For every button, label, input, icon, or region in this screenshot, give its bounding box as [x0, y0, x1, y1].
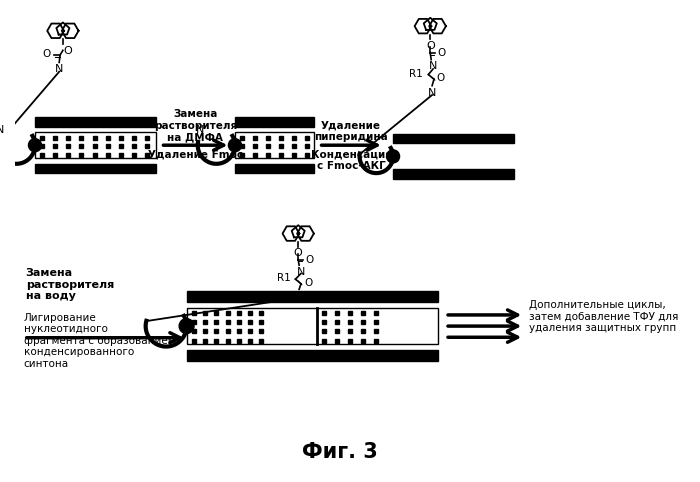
Text: O: O — [64, 46, 73, 56]
Text: O: O — [438, 48, 446, 58]
Circle shape — [29, 139, 41, 152]
Text: Удаление Fmoc: Удаление Fmoc — [148, 150, 243, 160]
Text: N: N — [428, 88, 436, 97]
Text: Замена
растворителя
на ДМФА: Замена растворителя на ДМФА — [154, 109, 237, 142]
Text: Фиг. 3: Фиг. 3 — [302, 442, 378, 462]
Text: O: O — [304, 278, 313, 288]
Bar — [35, 132, 156, 158]
Bar — [393, 169, 514, 179]
Text: R1: R1 — [409, 68, 423, 79]
Text: N: N — [295, 291, 303, 301]
Bar — [235, 117, 314, 127]
Text: N: N — [297, 267, 305, 277]
Bar — [35, 117, 156, 127]
Circle shape — [179, 319, 194, 334]
Circle shape — [228, 139, 242, 152]
Text: O: O — [306, 254, 314, 265]
Text: R1: R1 — [277, 273, 290, 283]
Text: N: N — [429, 62, 438, 71]
Text: N: N — [196, 124, 204, 134]
Text: Дополнительные циклы,
затем добавление ТФУ для
удаления защитных групп: Дополнительные циклы, затем добавление Т… — [528, 300, 678, 333]
Text: N: N — [55, 64, 64, 74]
Text: N: N — [0, 124, 4, 134]
Text: O: O — [426, 41, 435, 51]
Circle shape — [386, 150, 400, 163]
Text: Лигирование
нуклеотидного
фрагмента с образованием
конденсированного
синтона: Лигирование нуклеотидного фрагмента с об… — [24, 313, 176, 369]
Bar — [187, 291, 438, 302]
Bar — [187, 308, 438, 344]
Bar — [393, 134, 514, 143]
Bar — [35, 164, 156, 173]
Text: O: O — [437, 73, 445, 83]
Bar — [187, 350, 438, 361]
Text: O: O — [43, 49, 51, 59]
Bar — [235, 164, 314, 173]
Bar — [235, 132, 314, 158]
Text: O: O — [294, 248, 302, 258]
Text: Замена
растворителя
на воду: Замена растворителя на воду — [26, 268, 114, 301]
Text: Удаление
пиперидина: Удаление пиперидина — [314, 121, 388, 142]
Text: Конденсация
с Fmoc-АКГ: Конденсация с Fmoc-АКГ — [311, 150, 392, 172]
